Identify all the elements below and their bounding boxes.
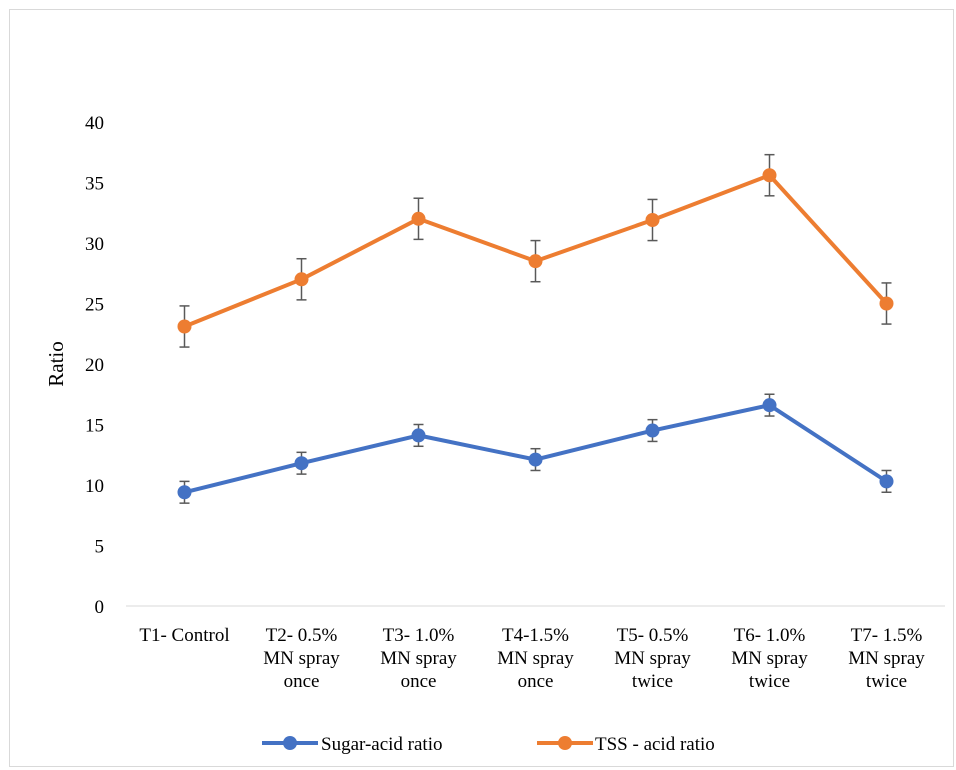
y-tick-label: 35 <box>85 174 104 195</box>
data-point <box>762 398 777 413</box>
y-tick-label: 30 <box>85 234 104 255</box>
data-point <box>879 474 894 489</box>
data-point <box>645 213 660 228</box>
chart-frame <box>9 9 954 767</box>
y-tick-label: 5 <box>95 537 105 558</box>
data-point <box>177 319 192 334</box>
x-tick-label: T5- 0.5% MN spray twice <box>614 625 691 692</box>
data-point <box>294 272 309 287</box>
legend: Sugar-acid ratio TSS - acid ratio <box>262 734 715 755</box>
y-tick-label: 40 <box>85 113 104 134</box>
legend-label: TSS - acid ratio <box>595 734 715 755</box>
data-point <box>528 452 543 467</box>
x-tick-label: T4-1.5% MN spray once <box>497 625 574 692</box>
legend-label: Sugar-acid ratio <box>321 734 443 755</box>
y-axis-title: Ratio <box>44 341 68 387</box>
y-axis-ticks: 0 5 10 15 20 25 30 35 40 <box>85 113 104 618</box>
legend-item: Sugar-acid ratio <box>262 734 443 755</box>
x-axis-ticks: T1- Control T2- 0.5% MN spray once T3- 1.0% M… <box>139 625 925 692</box>
data-point <box>411 211 426 226</box>
x-tick-label: T7- 1.5% MN spray twice <box>848 625 925 692</box>
x-tick-label: T3- 1.0% MN spray once <box>380 625 457 692</box>
data-point <box>177 485 192 500</box>
y-tick-label: 0 <box>95 597 105 618</box>
data-point <box>645 423 660 438</box>
data-point <box>528 254 543 269</box>
data-point <box>294 456 309 471</box>
legend-marker <box>283 736 297 750</box>
y-tick-label: 10 <box>85 476 104 497</box>
data-point <box>411 428 426 443</box>
x-tick-label: T6- 1.0% MN spray twice <box>731 625 808 692</box>
series-1 <box>177 153 894 348</box>
x-tick-label: T2- 0.5% MN spray once <box>263 625 340 692</box>
series-layer <box>177 153 894 504</box>
y-tick-label: 20 <box>85 355 104 376</box>
x-tick-label: T1- Control <box>139 625 229 646</box>
y-tick-label: 25 <box>85 295 104 316</box>
y-tick-label: 15 <box>85 416 104 437</box>
data-point <box>879 296 894 311</box>
series-0 <box>177 393 894 504</box>
legend-marker <box>558 736 572 750</box>
legend-item: TSS - acid ratio <box>537 734 715 755</box>
data-point <box>762 168 777 183</box>
